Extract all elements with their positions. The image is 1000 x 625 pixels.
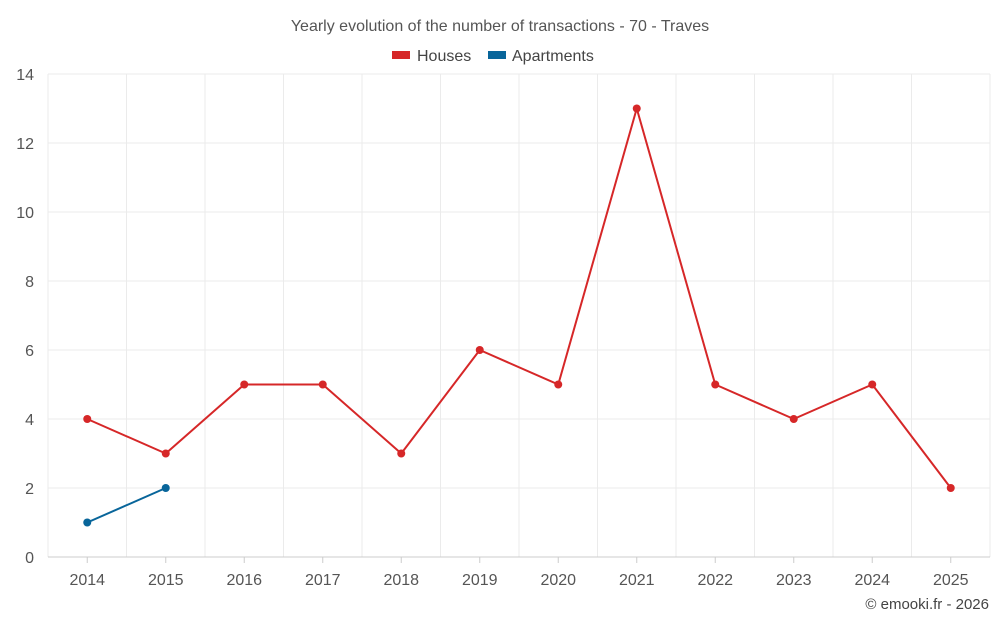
data-point-houses-2021[interactable] <box>632 104 641 113</box>
x-tick-label: 2019 <box>462 572 498 589</box>
x-tick-label: 2018 <box>383 572 419 589</box>
credit[interactable]: © emooki.fr - 2026 <box>865 596 989 613</box>
legend-apartments-label[interactable]: Apartments <box>512 48 594 65</box>
x-tick-label: 2015 <box>148 572 184 589</box>
data-point-houses-2017[interactable] <box>318 380 327 389</box>
series-points <box>83 104 955 527</box>
y-axis: 0 2 4 6 8 10 12 14 <box>16 67 34 567</box>
data-point-houses-2022[interactable] <box>711 380 720 389</box>
legend-houses-label[interactable]: Houses <box>417 48 471 65</box>
data-point-houses-2019[interactable] <box>475 346 484 354</box>
y-tick-label: 4 <box>25 412 34 429</box>
x-tick-label: 2016 <box>226 572 262 589</box>
x-tick-label: 2022 <box>697 572 733 589</box>
x-tick-label: 2025 <box>933 572 969 589</box>
x-axis: 2014 2015 2016 2017 2018 2019 2020 2021 2022 2023… <box>48 556 990 589</box>
data-point-houses-2025[interactable] <box>946 484 955 492</box>
data-point-houses-2018[interactable] <box>397 449 406 458</box>
data-point-houses-2014[interactable] <box>83 415 92 423</box>
legend[interactable]: Houses Apartments <box>392 48 594 65</box>
y-tick-label: 8 <box>25 274 34 291</box>
data-point-houses-2016[interactable] <box>240 380 249 389</box>
y-tick-label: 6 <box>25 343 34 360</box>
x-tick-label: 2023 <box>776 572 812 589</box>
legend-houses-swatch[interactable] <box>392 51 410 59</box>
data-point-houses-2024[interactable] <box>868 380 877 389</box>
data-point-apartments-2015[interactable] <box>161 484 170 492</box>
x-tick-label: 2017 <box>305 572 341 589</box>
series-line-apartments[interactable] <box>86 487 167 524</box>
y-tick-label: 2 <box>25 481 34 498</box>
data-point-houses-2015[interactable] <box>161 449 170 458</box>
x-tick-label: 2021 <box>619 572 655 589</box>
y-tick-label: 10 <box>16 205 34 222</box>
gridlines <box>47 73 991 557</box>
x-tick-label: 2014 <box>69 572 105 589</box>
series-lines <box>86 107 952 524</box>
series-line-houses[interactable] <box>86 107 952 489</box>
y-tick-label: 0 <box>25 550 34 567</box>
x-tick-label: 2024 <box>854 572 890 589</box>
x-tick-label: 2020 <box>540 572 576 589</box>
legend-apartments-swatch[interactable] <box>488 51 506 59</box>
y-tick-label: 12 <box>16 136 34 153</box>
data-point-houses-2023[interactable] <box>789 415 798 423</box>
data-point-houses-2020[interactable] <box>554 380 563 389</box>
y-tick-label: 14 <box>16 67 34 84</box>
data-point-apartments-2014[interactable] <box>83 518 92 527</box>
chart-title: Yearly evolution of the number of transa… <box>291 18 709 35</box>
